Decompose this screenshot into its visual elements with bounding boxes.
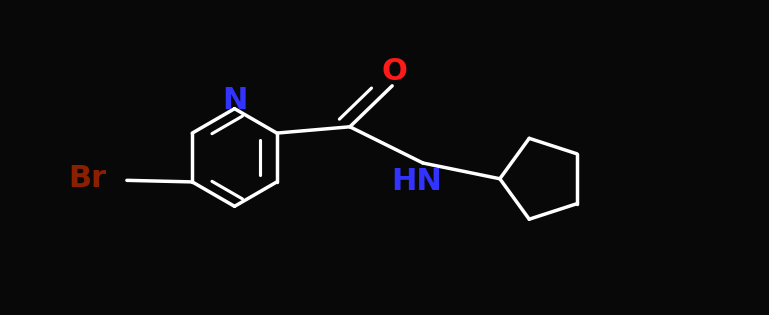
Text: Br: Br xyxy=(68,164,106,193)
Text: HN: HN xyxy=(391,167,442,197)
Text: N: N xyxy=(222,86,247,115)
Text: O: O xyxy=(381,57,408,86)
